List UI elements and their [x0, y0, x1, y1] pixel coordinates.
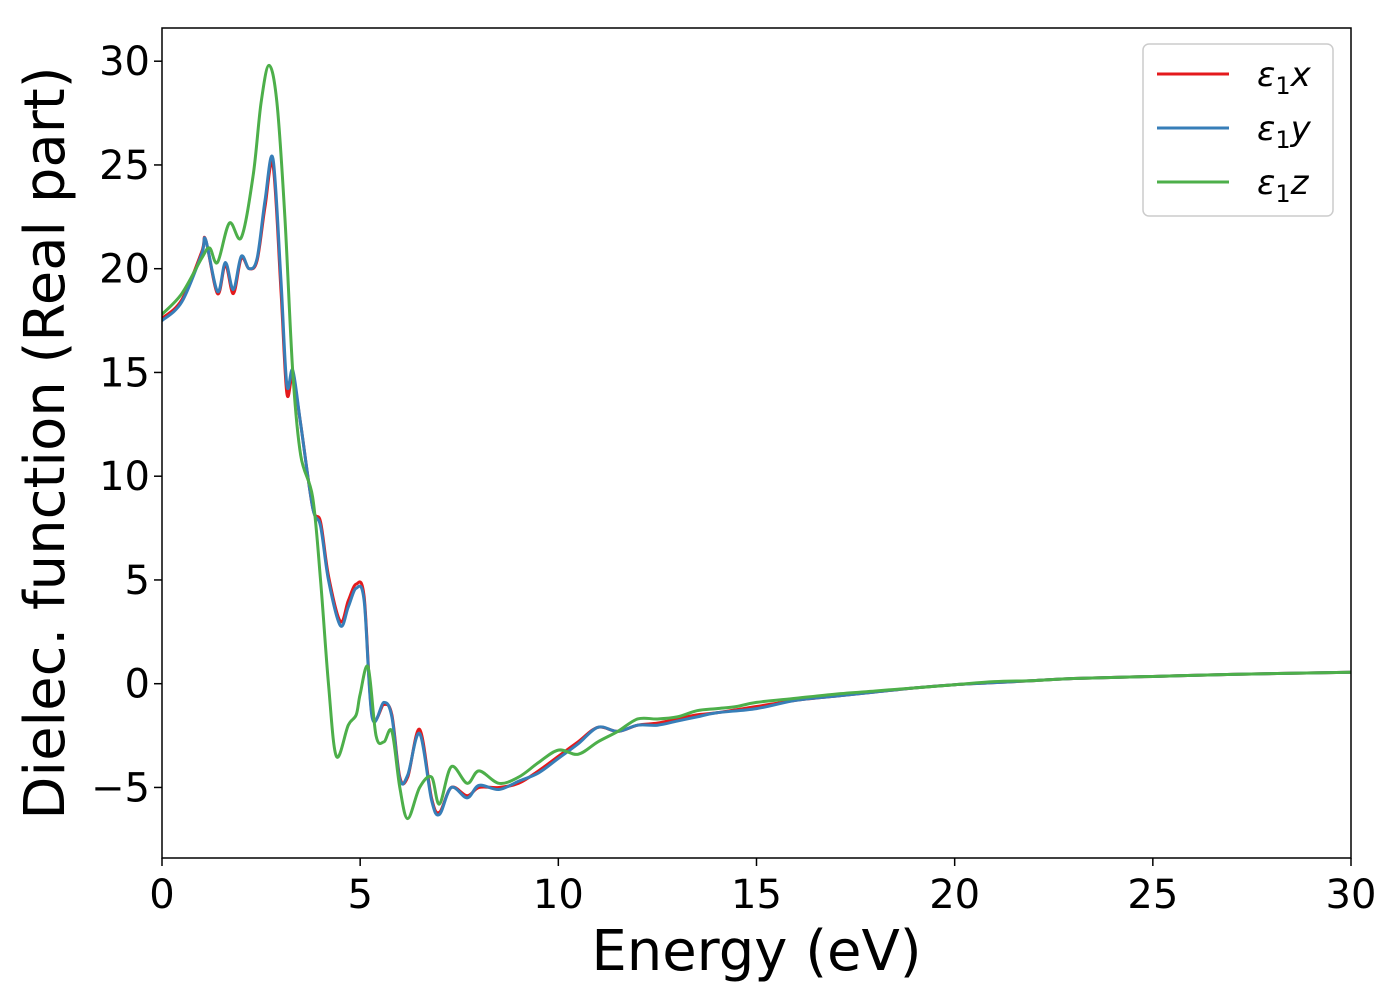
y-tick-label: 30	[99, 39, 150, 85]
x-tick-label: 10	[533, 872, 584, 918]
tick-layer: 0 5 10 15 20 25 30 −5 0 5 10 15 20 25 30	[91, 39, 1376, 918]
x-tick-label: 0	[149, 872, 174, 918]
series-layer	[162, 63, 1351, 821]
y-tick-label: 5	[125, 558, 150, 604]
y-tick-label: 20	[99, 247, 150, 293]
y-axis-title: Dielec. function (Real part)	[13, 66, 78, 819]
y-tick-label: 15	[99, 350, 150, 396]
x-axis-title: Energy (eV)	[591, 919, 921, 984]
series-line-x	[162, 160, 1351, 815]
y-tick-label: 25	[99, 143, 150, 189]
y-tick-label: 10	[99, 454, 150, 500]
legend-box	[1142, 43, 1334, 217]
series-line-y	[162, 154, 1351, 817]
series-line-z	[162, 63, 1351, 821]
y-tick-label: −5	[91, 765, 150, 811]
legend-label-z: ε1z	[1257, 163, 1310, 208]
legend-label-x: ε1x	[1257, 55, 1312, 100]
x-tick-label: 20	[929, 872, 980, 918]
legend: ε1x ε1y ε1z	[1142, 43, 1334, 217]
y-tick-label: 0	[125, 662, 150, 708]
x-tick-label: 25	[1127, 872, 1178, 918]
x-tick-label: 30	[1326, 872, 1377, 918]
legend-label-y: ε1y	[1257, 109, 1312, 154]
x-tick-label: 15	[731, 872, 782, 918]
x-tick-label: 5	[347, 872, 372, 918]
